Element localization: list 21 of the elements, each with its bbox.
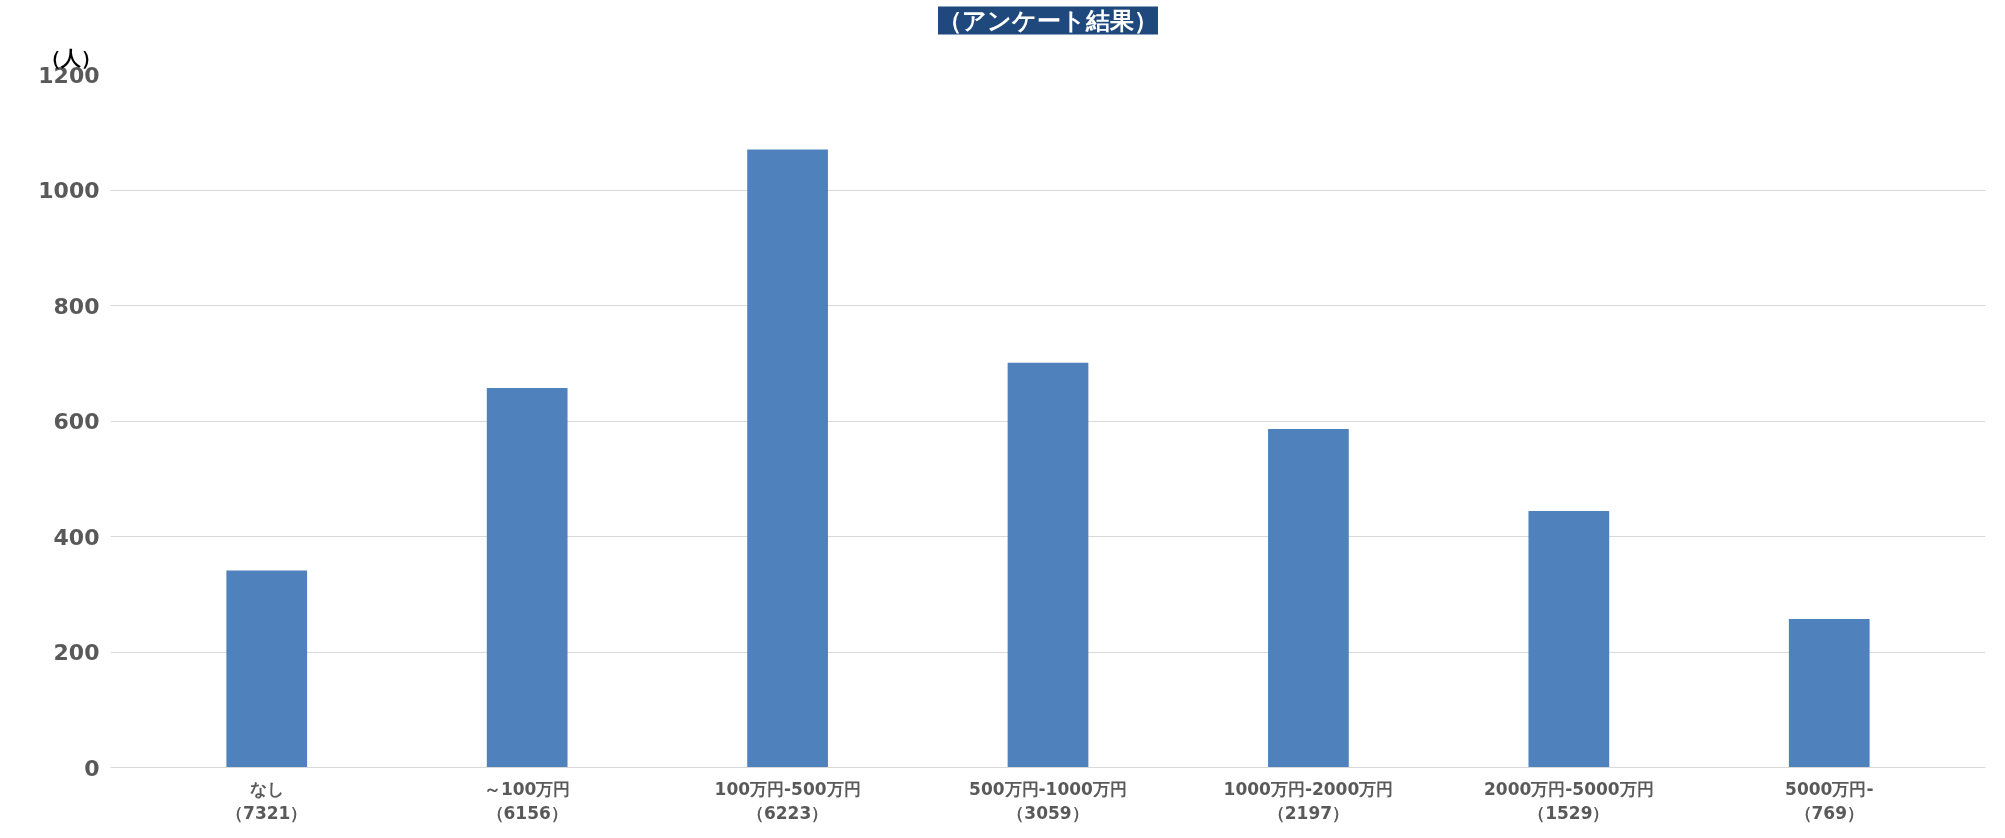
bar	[1788, 619, 1870, 768]
y-tick-label: 0	[84, 755, 100, 781]
chart-title: （アンケート結果）	[938, 6, 1158, 35]
bar	[486, 388, 568, 768]
bar	[747, 149, 828, 768]
x-tick-label: 2000万円-5000万円（1529）	[1483, 778, 1654, 823]
x-tick-label: 500万円-1000万円（3059）	[969, 778, 1127, 823]
x-tick-label: なし（7321）	[226, 778, 308, 823]
x-tick-label: 100万円-500万円（6223）	[714, 778, 861, 823]
x-tick-label: ～100万円（6156）	[483, 778, 571, 823]
bar	[1528, 511, 1610, 768]
bar	[1268, 429, 1349, 768]
y-tick-label: 800	[53, 293, 100, 319]
x-tick-label: 1000万円-2000万円（2197）	[1223, 778, 1394, 823]
bar	[226, 570, 308, 768]
y-tick-label: 600	[53, 409, 100, 434]
bar	[1007, 362, 1089, 768]
y-tick-label: 1000	[38, 178, 100, 203]
x-tick-label: 5000万円-（769）	[1785, 778, 1874, 823]
y-tick-label: 400	[53, 524, 100, 550]
y-tick-label: 200	[53, 640, 100, 665]
